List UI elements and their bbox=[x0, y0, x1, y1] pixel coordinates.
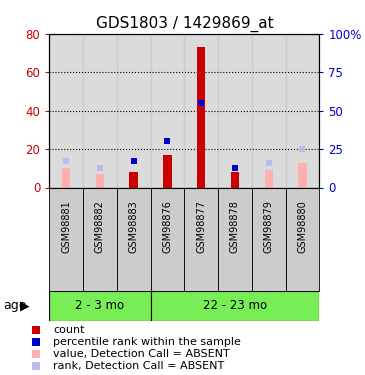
Bar bbox=[197, 47, 205, 188]
Bar bbox=[252, 188, 286, 291]
Bar bbox=[83, 34, 117, 188]
Text: ▶: ▶ bbox=[20, 299, 30, 312]
Bar bbox=[252, 34, 286, 188]
Bar bbox=[49, 291, 150, 321]
Text: GSM98882: GSM98882 bbox=[95, 200, 105, 253]
Bar bbox=[231, 172, 239, 188]
Text: GSM98881: GSM98881 bbox=[61, 200, 71, 253]
Text: rank, Detection Call = ABSENT: rank, Detection Call = ABSENT bbox=[53, 361, 225, 371]
Bar bbox=[184, 188, 218, 291]
Bar bbox=[49, 188, 83, 291]
Text: GSM98883: GSM98883 bbox=[129, 200, 139, 253]
Text: GSM98879: GSM98879 bbox=[264, 200, 274, 253]
Bar bbox=[265, 170, 273, 188]
Bar bbox=[163, 155, 172, 188]
Text: count: count bbox=[53, 326, 85, 335]
Bar bbox=[286, 188, 319, 291]
Bar bbox=[130, 172, 138, 188]
Text: GSM98876: GSM98876 bbox=[162, 200, 172, 253]
Bar bbox=[150, 291, 319, 321]
Text: value, Detection Call = ABSENT: value, Detection Call = ABSENT bbox=[53, 350, 230, 359]
Bar bbox=[117, 188, 150, 291]
Bar bbox=[117, 34, 150, 188]
Bar bbox=[62, 168, 70, 188]
Bar bbox=[218, 34, 252, 188]
Text: 2 - 3 mo: 2 - 3 mo bbox=[75, 299, 124, 312]
Bar bbox=[150, 188, 184, 291]
Bar bbox=[150, 34, 184, 188]
Bar bbox=[83, 188, 117, 291]
Text: 22 - 23 mo: 22 - 23 mo bbox=[203, 299, 267, 312]
Bar bbox=[49, 34, 83, 188]
Bar bbox=[286, 34, 319, 188]
Bar bbox=[218, 188, 252, 291]
Title: GDS1803 / 1429869_at: GDS1803 / 1429869_at bbox=[96, 16, 273, 32]
Bar bbox=[184, 34, 218, 188]
Text: percentile rank within the sample: percentile rank within the sample bbox=[53, 338, 241, 347]
Text: GSM98880: GSM98880 bbox=[297, 200, 307, 253]
Bar bbox=[298, 162, 307, 188]
Text: GSM98878: GSM98878 bbox=[230, 200, 240, 253]
Text: age: age bbox=[4, 299, 27, 312]
Bar bbox=[96, 174, 104, 188]
Text: GSM98877: GSM98877 bbox=[196, 200, 206, 253]
